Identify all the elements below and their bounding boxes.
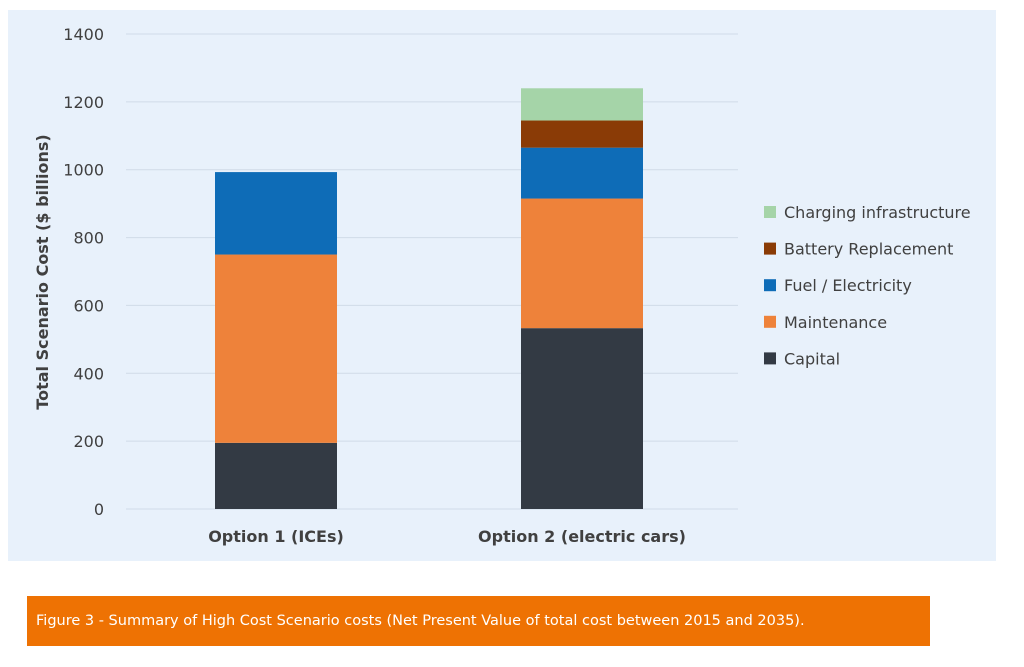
legend-label: Capital (784, 349, 840, 368)
legend-swatch (764, 243, 776, 255)
category-labels: Option 1 (ICEs) Option 2 (electric cars) (208, 527, 686, 546)
legend-label: Charging infrastructure (784, 203, 971, 222)
y-tick-label: 800 (73, 229, 104, 248)
y-tick-label: 200 (73, 432, 104, 451)
legend-swatch (764, 316, 776, 328)
bar-segment-capital (215, 443, 337, 509)
figure-caption: Figure 3 - Summary of High Cost Scenario… (36, 613, 805, 629)
y-tick-label: 400 (73, 364, 104, 383)
legend-swatch (764, 206, 776, 218)
y-tick-label: 600 (73, 296, 104, 315)
legend: Charging infrastructure Battery Replaceme… (764, 203, 971, 368)
chart-panel: 0 200 400 600 800 1000 1200 1400 Option 1 (ICEs… (8, 10, 996, 561)
legend-swatch (764, 352, 776, 364)
bar-segment-capital (521, 328, 643, 509)
bar-segment-battery-replacement (521, 121, 643, 148)
bar-segment-maintenance (215, 255, 337, 443)
y-axis-title: Total Scenario Cost ($ billions) (33, 134, 52, 409)
y-tick-label: 1400 (63, 25, 104, 44)
x-category-label: Option 1 (ICEs) (208, 527, 344, 546)
bar-segment-charging-infrastructure (521, 88, 643, 120)
legend-label: Fuel / Electricity (784, 276, 912, 295)
bar-segment-fuel-electricity (521, 148, 643, 199)
bar-segment-fuel-electricity (215, 172, 337, 254)
stacked-bar-chart: 0 200 400 600 800 1000 1200 1400 Option 1 (ICEs… (8, 10, 996, 561)
legend-swatch (764, 279, 776, 291)
figure-caption-box: Figure 3 - Summary of High Cost Scenario… (27, 596, 930, 646)
x-category-label: Option 2 (electric cars) (478, 527, 686, 546)
bars (215, 88, 643, 509)
bar-segment-maintenance (521, 199, 643, 329)
legend-label: Maintenance (784, 313, 887, 332)
y-tick-label: 1200 (63, 93, 104, 112)
y-tick-label: 1000 (63, 161, 104, 180)
legend-label: Battery Replacement (784, 240, 953, 259)
y-tick-labels: 0 200 400 600 800 1000 1200 1400 (63, 25, 104, 519)
y-tick-label: 0 (94, 500, 104, 519)
